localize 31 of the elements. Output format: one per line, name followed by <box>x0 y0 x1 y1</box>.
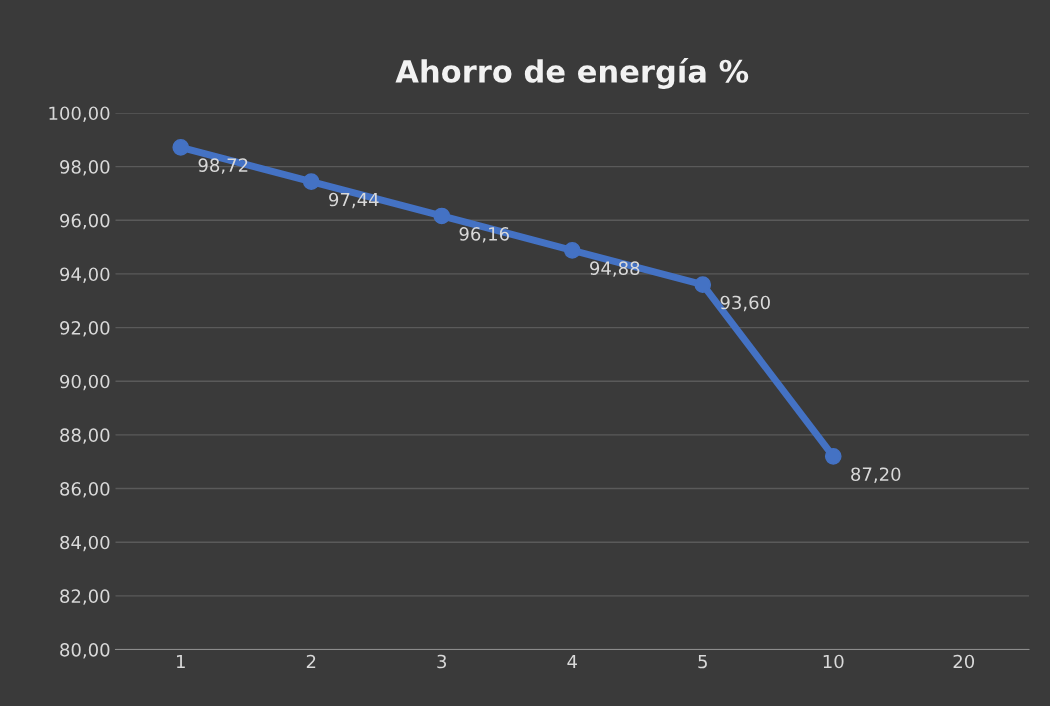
y-tick-label: 100,00 <box>49 106 110 122</box>
data-label: 98,72 <box>198 158 248 174</box>
y-tick-label: 92,00 <box>60 321 110 337</box>
point <box>433 207 451 225</box>
point <box>563 241 581 259</box>
y-tick-label: 94,00 <box>60 267 110 283</box>
x-tick-label: 3 <box>437 654 447 669</box>
point <box>824 448 842 465</box>
data-label: 97,44 <box>329 192 379 209</box>
x-tick-label: 4 <box>567 654 577 669</box>
x-tick-label: 20 <box>953 654 975 669</box>
y-tick-label: 90,00 <box>60 374 110 391</box>
y-tick-label: 96,00 <box>60 213 110 230</box>
x-tick-label: 5 <box>698 654 707 669</box>
point <box>302 173 320 190</box>
y-tick-label: 82,00 <box>60 589 110 605</box>
x-tick-label: 1 <box>176 654 185 669</box>
y-tick-label: 98,00 <box>60 160 110 176</box>
point <box>172 138 190 156</box>
y-tick-label: 84,00 <box>60 535 110 552</box>
data-label: 96,16 <box>459 227 509 243</box>
y-tick-label: 88,00 <box>60 428 110 444</box>
data-label: 94,88 <box>590 261 640 277</box>
data-label: 93,60 <box>720 295 770 312</box>
point <box>694 276 712 293</box>
x-tick-label: 10 <box>823 654 844 669</box>
data-label: 87,20 <box>851 467 901 483</box>
y-tick-label: 80,00 <box>60 642 110 659</box>
x-tick-label: 2 <box>306 654 316 669</box>
y-tick-label: 86,00 <box>60 482 110 498</box>
chart-title: Ahorro de energía % <box>395 57 749 89</box>
